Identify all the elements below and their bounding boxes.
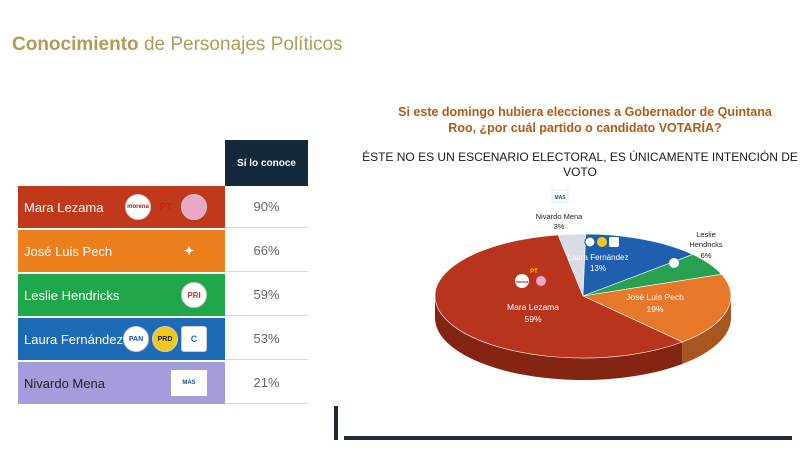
frame-stub [334,406,338,440]
knowledge-value: 21% [225,362,308,404]
knowledge-value: 53% [225,318,308,360]
morena-logo-text: morena [516,280,529,284]
slice-label: José Luis Pech [626,292,684,302]
pie-slice [581,273,732,343]
pie-sides [435,296,731,380]
poll-disclaimer: ÉSTE NO ES UN ESCENARIO ELECTORAL, ES ÚN… [362,150,798,179]
knowledge-value: 66% [225,230,308,272]
candidate-name: Laura Fernández [24,331,124,347]
pie-slice-side [682,296,731,364]
slice-label: Leslie [696,230,716,239]
candidate-name-cell: José Luis Pech ✦ [18,230,225,272]
table-row: José Luis Pech ✦ 66% [18,230,308,274]
pie-slice [434,234,684,359]
candidate-name: José Luis Pech [24,243,113,259]
left-title-rest: de Personajes Políticos [138,34,343,55]
left-title: Conocimiento de Personajes Políticos [12,34,343,56]
poll-question-line2: Roo, ¿por cuál partido o candidato VOTAR… [448,121,722,135]
pt-logo-icon: PT [530,269,538,275]
morena-logo-icon [515,274,529,288]
movimiento-ciudadano-logo-icon: ✦ [183,244,195,258]
morena-logo-icon: morena [125,194,151,220]
prd-logo-icon: PRD [152,326,178,352]
party-logos: PRI [181,280,207,310]
candidate-name-cell: Leslie Hendricks PRI [18,274,225,316]
slice-value-label: 13% [590,264,606,273]
pan-logo-icon [584,236,596,248]
table-row: Nivardo Mena MAS 21% [18,362,308,406]
frame-baseline [344,436,792,440]
pt-logo-icon: PT [159,201,173,213]
verde-logo-icon [536,276,546,286]
party-logos: morena PT [125,192,207,222]
candidate-name: Nivardo Mena [24,375,105,391]
candidate-name: Mara Lezama [24,199,104,215]
pri-logo-icon: PRI [181,282,207,308]
table-row: Leslie Hendricks PRI 59% [18,274,308,318]
party-logos: MAS [171,368,207,398]
slice-label: Laura Fernández [568,253,629,262]
poll-question-title: Si este domingo hubiera elecciones a Gob… [370,104,800,136]
pie-slice-side [435,296,683,380]
candidate-name-cell: Mara Lezama morena PT [18,186,225,228]
candidate-name-cell: Nivardo Mena MAS [18,362,225,404]
pie-tops [434,233,732,359]
slice-label: Nivardo Mena [536,212,584,221]
pan-logo-icon: PAN [123,326,149,352]
slice-value-label: 6% [701,251,712,260]
table-header-row: Sí lo conoce [18,140,308,186]
confianza-logo-icon [609,237,619,247]
knowledge-value: 90% [225,186,308,228]
slice-label: Mara Lezama [507,302,559,312]
table-row: Mara Lezama morena PT 90% [18,186,308,230]
column-header: Sí lo conoce [225,140,308,186]
slice-value-label: 59% [524,314,541,324]
knowledge-table: Sí lo conoce Mara Lezama morena PT 90% J… [18,140,308,406]
candidate-name: Leslie Hendricks [24,287,120,303]
confianza-logo-icon: C [181,326,207,352]
pri-logo-icon [669,258,679,268]
table-row: Laura Fernández PAN PRD C 53% [18,318,308,362]
pie-slice [582,233,694,297]
slice-label: Hendricks [689,240,723,249]
party-logos: PAN PRD C [123,324,207,354]
mas-logo-text: MAS [554,195,566,201]
mas-logo-icon: MAS [171,370,207,396]
knowledge-value: 59% [225,274,308,316]
left-title-bold: Conocimiento [12,34,139,55]
slice-value-label: 3% [554,222,565,231]
prd-logo-icon [597,237,607,247]
verde-logo-icon [181,194,207,220]
mas-logo-icon [551,189,569,203]
slice-value-label: 19% [646,304,663,314]
candidate-name-cell: Laura Fernández PAN PRD C [18,318,225,360]
party-logos: ✦ [171,236,207,266]
slice-logos: morena PT MAS [515,189,679,288]
poll-question-line1: Si este domingo hubiera elecciones a Gob… [398,105,772,119]
